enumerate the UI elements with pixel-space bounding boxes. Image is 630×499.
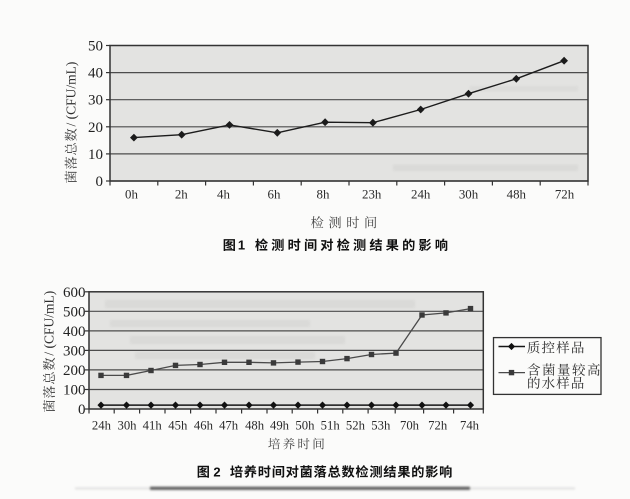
svg-text:41h: 41h	[143, 418, 163, 432]
svg-text:74h: 74h	[460, 418, 480, 432]
svg-text:48h: 48h	[245, 418, 265, 432]
svg-text:200: 200	[63, 363, 86, 379]
svg-text:52h: 52h	[346, 418, 366, 432]
svg-text:47h: 47h	[219, 418, 239, 432]
svg-text:0h: 0h	[125, 188, 138, 202]
svg-text:23h: 23h	[362, 188, 382, 202]
svg-text:400: 400	[63, 324, 86, 340]
svg-text:49h: 49h	[270, 418, 290, 432]
svg-text:48h: 48h	[507, 188, 527, 202]
svg-text:1: 1	[238, 238, 245, 253]
svg-text:6h: 6h	[268, 188, 281, 202]
svg-text:2: 2	[213, 464, 220, 479]
svg-text:30h: 30h	[117, 418, 137, 432]
svg-text:10: 10	[88, 147, 103, 163]
svg-text:8h: 8h	[317, 188, 330, 202]
svg-text:600: 600	[63, 285, 86, 301]
svg-text:0: 0	[96, 174, 104, 190]
svg-text:50h: 50h	[295, 418, 315, 432]
svg-text:70h: 70h	[400, 418, 420, 432]
svg-text:51h: 51h	[321, 418, 341, 432]
svg-text:53h: 53h	[371, 418, 391, 432]
svg-text:30h: 30h	[459, 188, 479, 202]
svg-text:24h: 24h	[92, 418, 112, 432]
svg-text:24h: 24h	[411, 188, 431, 202]
svg-text:300: 300	[63, 343, 86, 359]
svg-text:100: 100	[63, 383, 86, 399]
svg-text:500: 500	[63, 304, 86, 320]
svg-text:50: 50	[88, 39, 103, 55]
svg-text:2h: 2h	[175, 188, 188, 202]
svg-text:45h: 45h	[168, 418, 188, 432]
svg-text:46h: 46h	[194, 418, 214, 432]
svg-text:4h: 4h	[217, 188, 230, 202]
svg-text:0: 0	[78, 402, 86, 418]
svg-text:72h: 72h	[428, 418, 448, 432]
svg-text:/ (CFU/mL): / (CFU/mL)	[42, 291, 57, 356]
svg-text:40: 40	[88, 66, 103, 82]
svg-text:72h: 72h	[555, 188, 575, 202]
svg-text:30: 30	[88, 93, 103, 109]
svg-text:20: 20	[88, 120, 103, 136]
svg-text:/ (CFU/mL): / (CFU/mL)	[64, 62, 79, 127]
